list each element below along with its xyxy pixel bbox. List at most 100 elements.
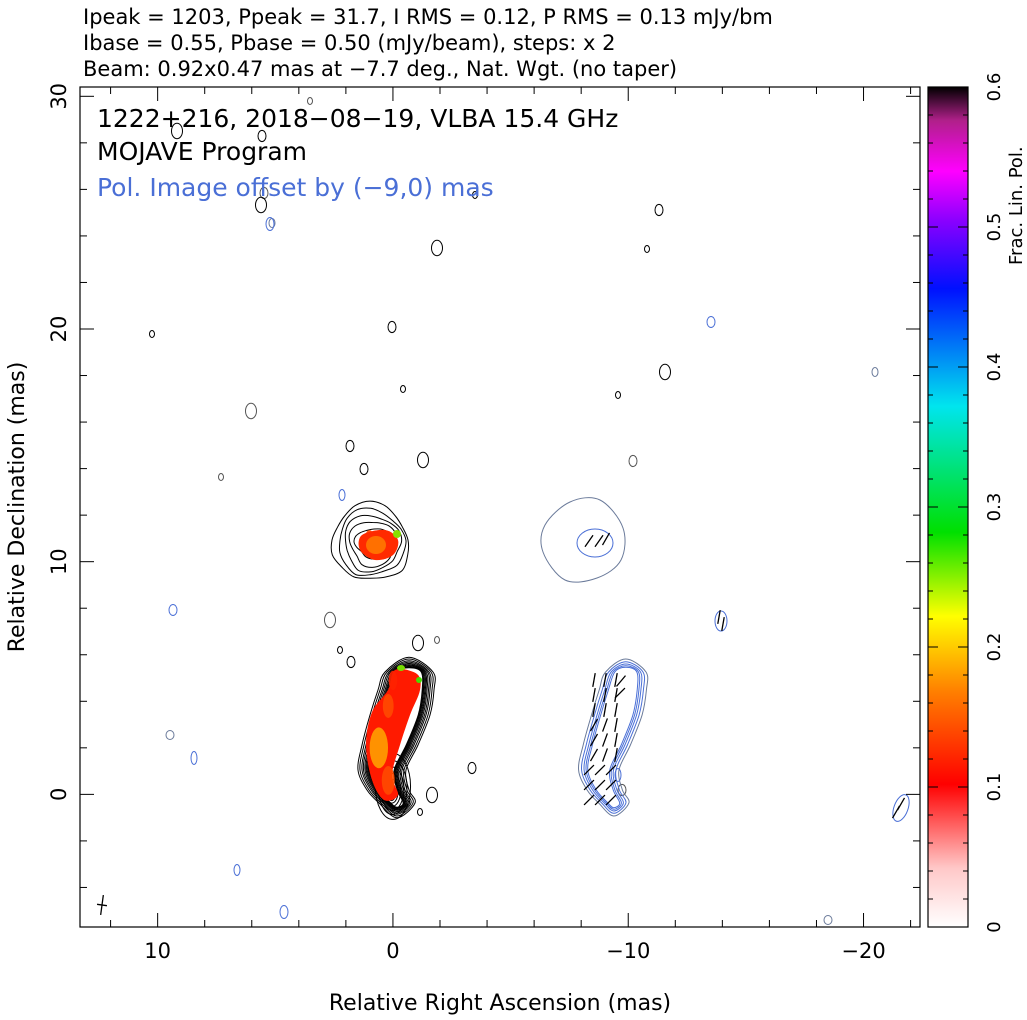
stokes-i-noise-contour (171, 122, 183, 140)
evpa-tick (601, 748, 609, 762)
frac-pol-patch (366, 536, 386, 554)
frac-pol-patch (397, 665, 405, 671)
stokes-i-noise-contour (387, 320, 397, 334)
stokes-i-noise-contour (628, 454, 638, 468)
evpa-tick (603, 687, 607, 703)
stokes-i-noise-contour (417, 451, 429, 469)
stokes-i-noise-contour (426, 786, 438, 804)
colorbar-tick-label: 0.4 (984, 353, 1005, 382)
evpa-tick (614, 747, 618, 763)
frac-pol-patch (381, 766, 395, 795)
colorbar-label: Frac. Lin. Pol. (1006, 146, 1027, 265)
axis-ticks (80, 87, 920, 927)
pol-contour-jet (581, 661, 646, 814)
polarized-intensity-contours (165, 217, 910, 925)
frac-pol-patch (388, 670, 398, 690)
stokes-i-contour-knot (330, 500, 410, 579)
colorbar-tick-label: 0.2 (984, 633, 1005, 662)
stokes-i-noise-contour (324, 611, 336, 629)
pol-noise-contour (871, 367, 879, 377)
evpa-tick (592, 702, 596, 718)
pol-contour-isolated (892, 794, 910, 822)
evpa-tick (603, 672, 607, 688)
pol-contour-jet (587, 666, 639, 809)
stokes-i-noise-contour (245, 402, 257, 420)
evpa-tick (583, 794, 595, 806)
program-annotation: MOJAVE Program (97, 137, 307, 166)
pol-contour-knot (576, 528, 614, 558)
pol-noise-contour (233, 864, 241, 876)
stokes-i-noise-contour (257, 129, 267, 143)
pol-noise-contour (265, 217, 275, 231)
plot-frame (79, 86, 921, 928)
y-tick-label: 30 (47, 83, 71, 110)
evpa-tick (589, 748, 599, 762)
x-tick-label: 10 (144, 939, 171, 963)
stokes-i-noise-contour (359, 462, 369, 476)
plot-area (96, 97, 910, 925)
stokes-i-noise-contour (654, 203, 664, 217)
y-tick-labels: 0 10 20 30 (47, 83, 71, 801)
evpa-tick (584, 534, 594, 548)
pol-contour-isolated (714, 610, 728, 632)
evpa-tick (605, 794, 617, 806)
fractional-polarization-map (358, 529, 422, 801)
evpa-tick (601, 733, 609, 747)
evpa-tick (717, 609, 721, 625)
stokes-i-contour-knot (348, 521, 397, 568)
stokes-i-contour-knot (338, 507, 407, 577)
header-line-1: Ipeak = 1203, Ppeak = 31.7, I RMS = 0.12… (83, 5, 773, 29)
evpa-tick (592, 687, 596, 703)
evpa-tick (616, 675, 626, 687)
evpa-tick (583, 764, 595, 776)
evpa-tick (589, 718, 599, 732)
colorbar-tick-label: 0.5 (984, 213, 1005, 242)
evpa-tick (594, 779, 606, 791)
colorbar-tick-label: 0.6 (984, 73, 1005, 102)
evpa-tick (589, 733, 599, 747)
pol-noise-contour (190, 751, 198, 765)
y-axis-label: Relative Declination (mas) (5, 362, 30, 653)
evpa-tick (891, 805, 901, 819)
stokes-i-noise-contour (218, 473, 224, 481)
stokes-i-noise-contour (615, 391, 621, 399)
stokes-i-noise-contour (400, 385, 406, 393)
pol-noise-contour (165, 730, 175, 740)
x-tick-label: −20 (841, 939, 885, 963)
evpa-tick (614, 687, 626, 699)
pol-noise-contour (614, 768, 622, 782)
source-annotation: 1222+216, 2018−08−19, VLBA 15.4 GHz (97, 104, 618, 133)
y-tick-label: 20 (47, 316, 71, 343)
stokes-i-contours (149, 97, 671, 820)
header-line-2: Ibase = 0.55, Pbase = 0.50 (mJy/beam), s… (83, 31, 615, 55)
beam-minor-axis (96, 903, 108, 907)
pol-offset-annotation: Pol. Image offset by (−9,0) mas (97, 173, 494, 202)
stokes-i-noise-contour (417, 808, 423, 816)
evpa-tick (592, 672, 596, 688)
evpa-tick (605, 764, 617, 776)
x-tick-labels: 10 0 −10 −20 (144, 939, 885, 963)
stokes-i-noise-contour (431, 239, 443, 257)
y-tick-label: 0 (47, 788, 71, 801)
evpa-tick (614, 702, 618, 718)
y-tick-label: 10 (47, 548, 71, 575)
pol-noise-contour (338, 489, 346, 501)
evpa-tick (614, 717, 618, 733)
colorbar-tick-label: 0.1 (984, 773, 1005, 802)
stokes-i-noise-contour (659, 363, 671, 381)
x-tick-label: 0 (386, 939, 399, 963)
evpa-tick (603, 702, 607, 718)
stokes-i-noise-contour (149, 330, 155, 338)
evpa-tick (594, 794, 606, 806)
restoring-beam (96, 895, 108, 915)
pol-contour-knot (540, 497, 626, 583)
pol-contour-jet (585, 665, 641, 810)
frac-pol-patch (416, 677, 422, 683)
evpa-tick (614, 672, 618, 688)
evpa-tick (614, 732, 618, 748)
evpa-tick (594, 764, 606, 776)
pol-noise-contour (823, 915, 833, 925)
pol-contour-jet (583, 663, 643, 812)
stokes-i-contour-knot (344, 514, 403, 573)
colorbar-tick-label: 0.3 (984, 493, 1005, 522)
